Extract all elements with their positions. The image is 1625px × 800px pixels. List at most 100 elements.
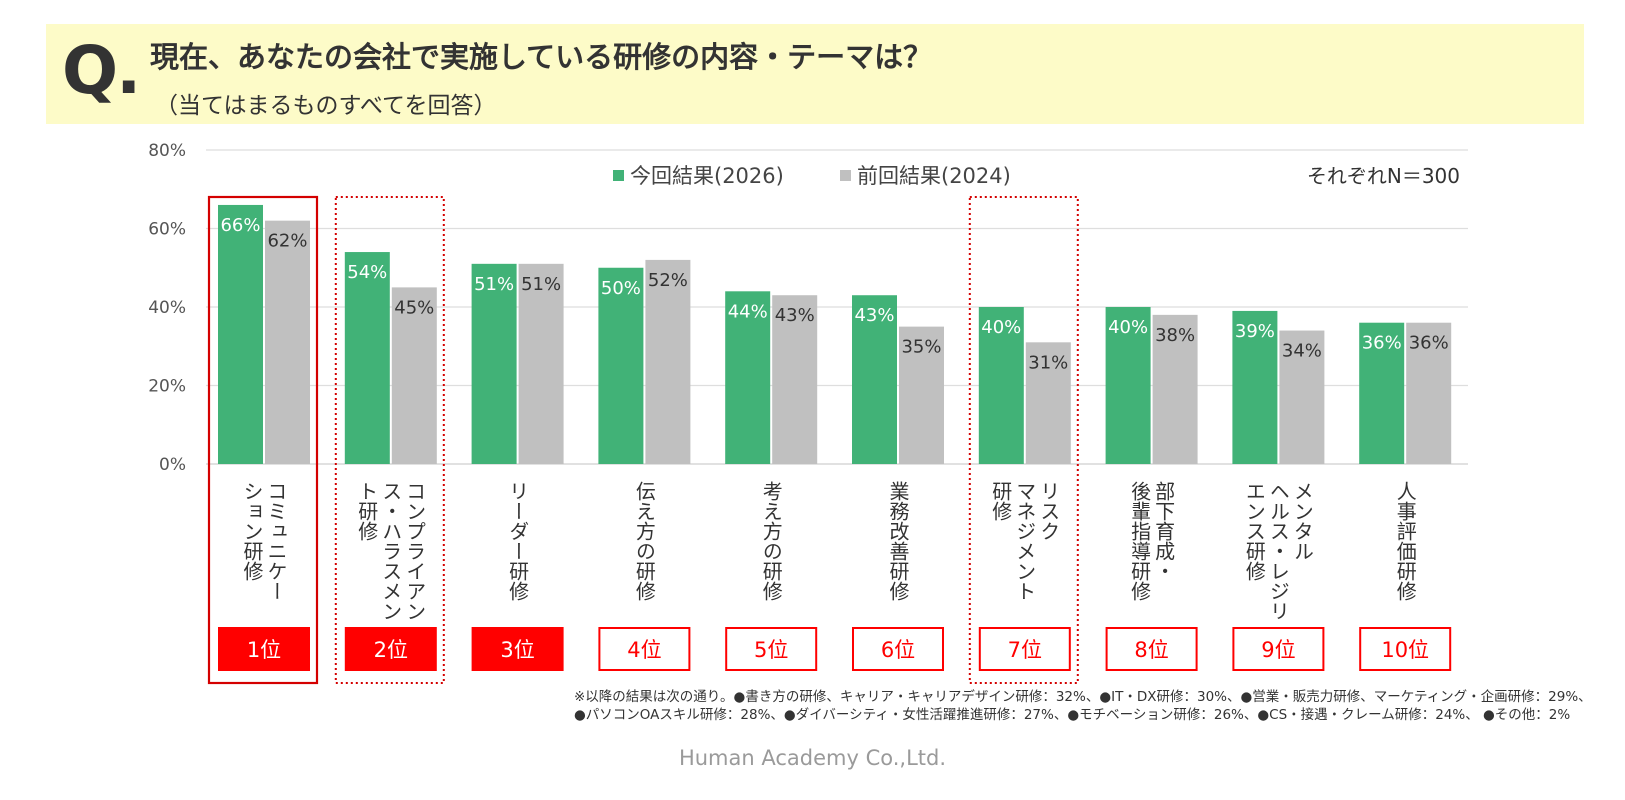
rank-label: 6位 (881, 638, 915, 662)
category-label: 後輩指導研修 (1128, 481, 1152, 601)
data-label: 51% (521, 274, 561, 295)
bar (1232, 310, 1278, 464)
rank-label: 8位 (1134, 638, 1168, 662)
data-label: 66% (220, 215, 260, 236)
question-subtitle: （当てはまるものすべてを回答） (155, 93, 497, 119)
bar-chart: 0% 20% 40% 60% 80% 今回結果(2026) 前回結果(2024) それぞれN＝… (148, 141, 1468, 685)
rank-label: 2位 (374, 638, 408, 662)
category-label: 人事評価研修 (1393, 481, 1417, 601)
bar (1105, 307, 1151, 464)
rank-label: 7位 (1008, 638, 1042, 662)
data-label: 54% (347, 262, 387, 283)
bar (391, 287, 437, 464)
legend-swatch (840, 170, 851, 181)
data-label: 40% (981, 317, 1021, 338)
rank-label: 10位 (1381, 638, 1429, 662)
highlight-frame (334, 196, 445, 684)
bar (344, 252, 390, 464)
data-label: 34% (1282, 341, 1322, 362)
rank-badge (978, 627, 1071, 671)
bar (899, 326, 944, 464)
category-label: 考え方の研修 (759, 481, 783, 601)
rank-label: 5位 (754, 638, 788, 662)
y-tick-label: 40% (148, 298, 186, 318)
bar (1279, 330, 1325, 464)
bar (725, 291, 771, 464)
y-tick-label: 20% (148, 377, 186, 397)
legend-label: 前回結果(2024) (857, 164, 1011, 188)
category-label: 研修 (989, 481, 1013, 521)
highlight-frame (207, 195, 319, 685)
company-credit: Human Academy Co.,Ltd. (678, 746, 947, 770)
bar (1406, 322, 1452, 464)
rank-badge (1105, 627, 1198, 671)
bar (978, 307, 1024, 464)
footnote: ※以降の結果は次の通り。●書き方の研修、キャリア・キャリアデザイン研修：32%、… (574, 688, 1592, 724)
rank-label: 9位 (1261, 638, 1295, 662)
data-label: 31% (1028, 352, 1068, 373)
bar (518, 263, 564, 464)
rank-badge (1359, 627, 1452, 671)
bar (852, 295, 897, 464)
category-label: ト研修 (355, 481, 379, 541)
question-title: 現在、あなたの会社で実施している研修の内容・テーマは？ (150, 40, 933, 74)
category-label: ション研修 (240, 481, 264, 581)
footnote-line-1: ※以降の結果は次の通り。●書き方の研修、キャリア・キャリアデザイン研修：32%、… (574, 689, 1592, 705)
category-label: リスク (1037, 481, 1061, 541)
category-label: コミュニケー (264, 481, 288, 601)
highlight-frame (968, 196, 1079, 684)
bar (1152, 314, 1198, 464)
data-label: 39% (1235, 321, 1275, 342)
y-tick-label: 80% (148, 141, 186, 161)
data-label: 43% (775, 305, 815, 326)
bar (645, 259, 691, 464)
bar (1025, 342, 1071, 464)
data-label: 44% (728, 301, 768, 322)
question-mark: Q. (62, 32, 141, 109)
sample-size-label: それぞれN＝300 (1307, 164, 1460, 188)
data-label: 51% (474, 274, 514, 295)
data-label: 38% (1155, 325, 1195, 346)
rank-label: 1位 (247, 638, 281, 662)
category-label: ヘルス・レジリ (1266, 481, 1290, 621)
data-label: 36% (1362, 333, 1402, 354)
bar (265, 220, 310, 464)
legend-swatch (613, 170, 624, 181)
data-label: 50% (601, 278, 641, 299)
data-label: 45% (394, 297, 434, 318)
category-label: 部下育成・ (1152, 481, 1176, 581)
question-banner (46, 24, 1584, 124)
category-label: ス・ハラスメン (379, 481, 403, 621)
category-label: 業務改善研修 (886, 481, 910, 601)
rank-badge (852, 627, 944, 671)
bar (218, 204, 263, 464)
data-label: 62% (267, 231, 307, 252)
bar (1359, 322, 1405, 464)
category-label: メンタル (1290, 481, 1314, 561)
category-label: マネジメント (1013, 481, 1037, 601)
rank-badge (218, 627, 310, 671)
bar (772, 295, 818, 464)
bar (598, 267, 644, 464)
data-label: 36% (1409, 333, 1449, 354)
rank-badge (344, 627, 437, 671)
category-label: 伝え方の研修 (632, 481, 656, 601)
footnote-line-2: ●パソコンOAスキル研修：28%、●ダイバーシティ・女性活躍推進研修：27%、●… (574, 707, 1571, 723)
rank-badge (598, 627, 691, 671)
legend-label: 今回結果(2026) (630, 164, 784, 188)
data-label: 40% (1108, 317, 1148, 338)
category-label: リーダー研修 (506, 481, 530, 601)
category-label: エンス研修 (1242, 481, 1266, 581)
rank-badge (471, 627, 564, 671)
category-label: コンプライアン (403, 481, 427, 621)
data-label: 52% (648, 270, 688, 291)
rank-badge (725, 627, 818, 671)
data-label: 35% (901, 337, 941, 358)
rank-label: 3位 (500, 638, 534, 662)
y-tick-label: 0% (159, 455, 186, 475)
rank-label: 4位 (627, 638, 661, 662)
data-label: 43% (854, 305, 894, 326)
rank-badge (1232, 627, 1325, 671)
y-tick-label: 60% (148, 220, 186, 240)
bar (471, 263, 517, 464)
